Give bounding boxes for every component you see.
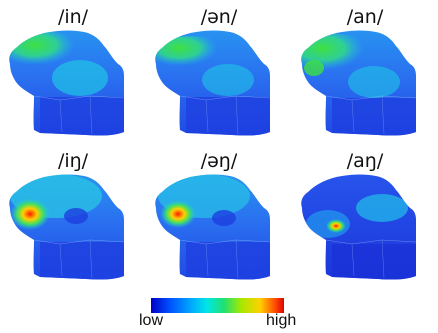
phoneme-label: /in/ — [57, 6, 89, 28]
panel-i-eng: /iŋ/ — [0, 146, 146, 296]
phoneme-label: /an/ — [346, 6, 384, 28]
phoneme-label: /əŋ/ — [200, 150, 238, 172]
panel-in: /in/ — [0, 2, 146, 152]
panel-schwa-n: /ən/ — [146, 2, 292, 152]
head-model — [155, 30, 270, 136]
colorbar-high-label: high — [266, 312, 297, 329]
phoneme-label: /ən/ — [200, 6, 238, 28]
panel-schwa-eng: /əŋ/ — [146, 146, 292, 296]
colorbar-low-label: low — [139, 312, 164, 329]
head-model — [301, 30, 416, 136]
head-model — [9, 174, 124, 280]
head-model — [9, 30, 124, 136]
panel-an: /an/ — [292, 2, 438, 152]
colorbar — [151, 298, 284, 313]
head-model — [155, 174, 270, 280]
head-model — [301, 174, 416, 280]
phoneme-label: /aŋ/ — [346, 150, 384, 172]
panel-a-eng: /aŋ/ — [292, 146, 438, 296]
phoneme-label: /iŋ/ — [57, 150, 89, 172]
